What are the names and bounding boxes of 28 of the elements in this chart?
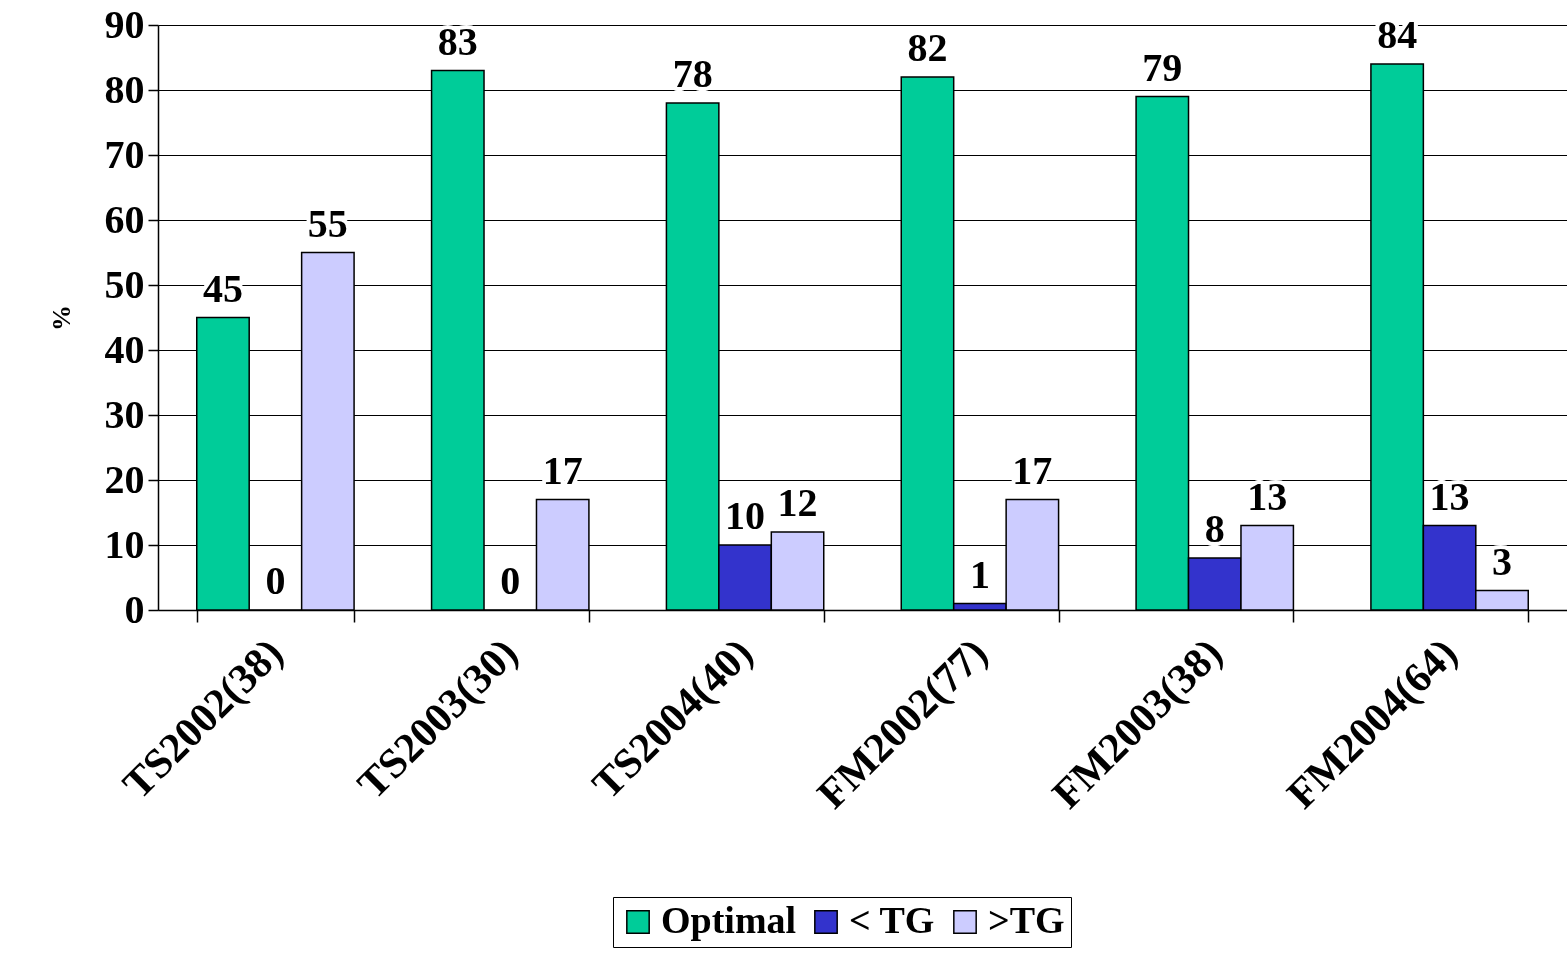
data-label: 10 bbox=[725, 493, 766, 538]
y-axis-title: % bbox=[46, 305, 76, 331]
data-label: 84 bbox=[1377, 12, 1418, 57]
y-tick-label: 90 bbox=[104, 1, 145, 47]
data-label: 1 bbox=[969, 551, 990, 597]
data-label: 79 bbox=[1142, 44, 1183, 90]
data-label: 82 bbox=[907, 25, 948, 70]
y-tick-label: 20 bbox=[104, 456, 145, 502]
data-label: 0 bbox=[265, 558, 286, 603]
y-tick-label: 50 bbox=[104, 261, 145, 307]
data-label: 0 bbox=[500, 558, 521, 603]
y-tick-label: 30 bbox=[104, 391, 145, 437]
y-tick-label: 40 bbox=[104, 326, 145, 372]
data-label: 12 bbox=[777, 480, 818, 525]
y-tick-label: 70 bbox=[104, 131, 145, 177]
legend-label: >TG bbox=[988, 899, 1065, 941]
legend-label: Optimal bbox=[661, 899, 797, 941]
data-label: 78 bbox=[672, 51, 713, 96]
y-tick-label: 10 bbox=[104, 521, 145, 567]
y-tick-label: 0 bbox=[124, 586, 145, 632]
data-label: 13 bbox=[1429, 473, 1470, 519]
legend-label: < TG bbox=[849, 899, 935, 941]
data-label: 83 bbox=[437, 18, 478, 64]
y-tick-label: 60 bbox=[104, 196, 145, 242]
data-label: 8 bbox=[1204, 506, 1225, 551]
data-label: 13 bbox=[1247, 473, 1288, 519]
data-label: 3 bbox=[1492, 538, 1513, 584]
y-tick-label: 80 bbox=[104, 66, 145, 112]
